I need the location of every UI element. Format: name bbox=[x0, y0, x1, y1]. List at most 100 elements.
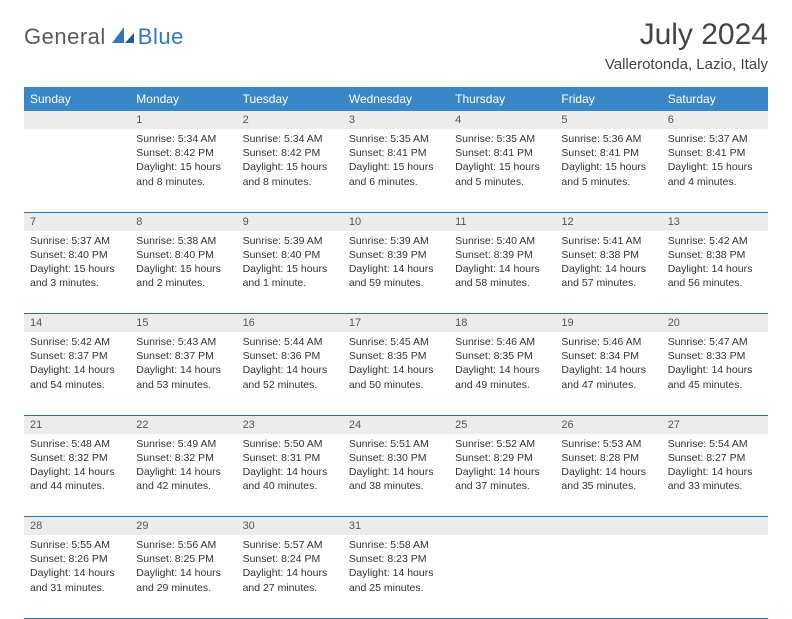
calendar-body: 123456Sunrise: 5:34 AMSunset: 8:42 PMDay… bbox=[24, 111, 768, 618]
sunrise-line: Sunrise: 5:34 AM bbox=[136, 132, 230, 146]
day-content-row: Sunrise: 5:34 AMSunset: 8:42 PMDaylight:… bbox=[24, 129, 768, 212]
day-content-cell: Sunrise: 5:40 AMSunset: 8:39 PMDaylight:… bbox=[449, 231, 555, 314]
sunset-line: Sunset: 8:28 PM bbox=[561, 451, 655, 465]
day-number-cell: 12 bbox=[555, 212, 661, 231]
sunset-line: Sunset: 8:38 PM bbox=[668, 248, 762, 262]
day-details: Sunrise: 5:47 AMSunset: 8:33 PMDaylight:… bbox=[662, 332, 768, 398]
day-content-cell: Sunrise: 5:37 AMSunset: 8:40 PMDaylight:… bbox=[24, 231, 130, 314]
logo-sail-icon bbox=[110, 25, 136, 50]
day-details: Sunrise: 5:44 AMSunset: 8:36 PMDaylight:… bbox=[237, 332, 343, 398]
day-details: Sunrise: 5:54 AMSunset: 8:27 PMDaylight:… bbox=[662, 434, 768, 500]
day-details: Sunrise: 5:45 AMSunset: 8:35 PMDaylight:… bbox=[343, 332, 449, 398]
sunrise-line: Sunrise: 5:39 AM bbox=[243, 234, 337, 248]
day-details: Sunrise: 5:37 AMSunset: 8:40 PMDaylight:… bbox=[24, 231, 130, 297]
weekday-header: Tuesday bbox=[237, 87, 343, 111]
day-details: Sunrise: 5:34 AMSunset: 8:42 PMDaylight:… bbox=[130, 129, 236, 195]
day-details: Sunrise: 5:57 AMSunset: 8:24 PMDaylight:… bbox=[237, 535, 343, 601]
day-number-cell: 16 bbox=[237, 314, 343, 333]
daylight-line: Daylight: 14 hours and 49 minutes. bbox=[455, 363, 549, 391]
day-content-cell: Sunrise: 5:45 AMSunset: 8:35 PMDaylight:… bbox=[343, 332, 449, 415]
day-content-cell: Sunrise: 5:55 AMSunset: 8:26 PMDaylight:… bbox=[24, 535, 130, 618]
logo-text-blue: Blue bbox=[138, 24, 184, 50]
sunrise-line: Sunrise: 5:57 AM bbox=[243, 538, 337, 552]
calendar-thead: SundayMondayTuesdayWednesdayThursdayFrid… bbox=[24, 87, 768, 111]
day-content-cell: Sunrise: 5:42 AMSunset: 8:37 PMDaylight:… bbox=[24, 332, 130, 415]
day-content-cell: Sunrise: 5:42 AMSunset: 8:38 PMDaylight:… bbox=[662, 231, 768, 314]
day-details: Sunrise: 5:39 AMSunset: 8:40 PMDaylight:… bbox=[237, 231, 343, 297]
sunrise-line: Sunrise: 5:48 AM bbox=[30, 437, 124, 451]
daylight-line: Daylight: 14 hours and 25 minutes. bbox=[349, 566, 443, 594]
day-number-row: 78910111213 bbox=[24, 212, 768, 231]
sunrise-line: Sunrise: 5:34 AM bbox=[243, 132, 337, 146]
day-number-cell: 2 bbox=[237, 111, 343, 129]
day-number-cell bbox=[555, 517, 661, 536]
sunset-line: Sunset: 8:32 PM bbox=[136, 451, 230, 465]
day-number-cell: 11 bbox=[449, 212, 555, 231]
sunrise-line: Sunrise: 5:54 AM bbox=[668, 437, 762, 451]
day-number-cell: 17 bbox=[343, 314, 449, 333]
day-content-cell bbox=[449, 535, 555, 618]
day-details: Sunrise: 5:52 AMSunset: 8:29 PMDaylight:… bbox=[449, 434, 555, 500]
day-number-cell: 4 bbox=[449, 111, 555, 129]
sunrise-line: Sunrise: 5:49 AM bbox=[136, 437, 230, 451]
day-number-cell: 27 bbox=[662, 415, 768, 434]
sunset-line: Sunset: 8:30 PM bbox=[349, 451, 443, 465]
day-details: Sunrise: 5:38 AMSunset: 8:40 PMDaylight:… bbox=[130, 231, 236, 297]
day-content-cell: Sunrise: 5:53 AMSunset: 8:28 PMDaylight:… bbox=[555, 434, 661, 517]
day-number-cell: 28 bbox=[24, 517, 130, 536]
day-details: Sunrise: 5:49 AMSunset: 8:32 PMDaylight:… bbox=[130, 434, 236, 500]
day-number-cell bbox=[449, 517, 555, 536]
daylight-line: Daylight: 15 hours and 6 minutes. bbox=[349, 160, 443, 188]
sunset-line: Sunset: 8:39 PM bbox=[349, 248, 443, 262]
daylight-line: Daylight: 14 hours and 59 minutes. bbox=[349, 262, 443, 290]
sunset-line: Sunset: 8:42 PM bbox=[136, 146, 230, 160]
day-details: Sunrise: 5:58 AMSunset: 8:23 PMDaylight:… bbox=[343, 535, 449, 601]
day-number-row: 14151617181920 bbox=[24, 314, 768, 333]
sunrise-line: Sunrise: 5:46 AM bbox=[455, 335, 549, 349]
weekday-header: Friday bbox=[555, 87, 661, 111]
day-content-cell: Sunrise: 5:52 AMSunset: 8:29 PMDaylight:… bbox=[449, 434, 555, 517]
sunset-line: Sunset: 8:41 PM bbox=[668, 146, 762, 160]
logo-text-general: General bbox=[24, 24, 106, 50]
sunrise-line: Sunrise: 5:52 AM bbox=[455, 437, 549, 451]
day-details: Sunrise: 5:42 AMSunset: 8:37 PMDaylight:… bbox=[24, 332, 130, 398]
daylight-line: Daylight: 15 hours and 8 minutes. bbox=[243, 160, 337, 188]
day-number-cell: 23 bbox=[237, 415, 343, 434]
sunrise-line: Sunrise: 5:40 AM bbox=[455, 234, 549, 248]
day-number-cell: 18 bbox=[449, 314, 555, 333]
sunrise-line: Sunrise: 5:41 AM bbox=[561, 234, 655, 248]
sunset-line: Sunset: 8:37 PM bbox=[136, 349, 230, 363]
daylight-line: Daylight: 14 hours and 50 minutes. bbox=[349, 363, 443, 391]
sunset-line: Sunset: 8:40 PM bbox=[30, 248, 124, 262]
day-number-row: 123456 bbox=[24, 111, 768, 129]
daylight-line: Daylight: 14 hours and 31 minutes. bbox=[30, 566, 124, 594]
day-details: Sunrise: 5:39 AMSunset: 8:39 PMDaylight:… bbox=[343, 231, 449, 297]
day-details: Sunrise: 5:56 AMSunset: 8:25 PMDaylight:… bbox=[130, 535, 236, 601]
day-content-cell bbox=[555, 535, 661, 618]
daylight-line: Daylight: 14 hours and 57 minutes. bbox=[561, 262, 655, 290]
day-details: Sunrise: 5:43 AMSunset: 8:37 PMDaylight:… bbox=[130, 332, 236, 398]
daylight-line: Daylight: 14 hours and 27 minutes. bbox=[243, 566, 337, 594]
day-content-cell: Sunrise: 5:51 AMSunset: 8:30 PMDaylight:… bbox=[343, 434, 449, 517]
sunset-line: Sunset: 8:39 PM bbox=[455, 248, 549, 262]
daylight-line: Daylight: 15 hours and 8 minutes. bbox=[136, 160, 230, 188]
sunrise-line: Sunrise: 5:53 AM bbox=[561, 437, 655, 451]
day-content-cell: Sunrise: 5:38 AMSunset: 8:40 PMDaylight:… bbox=[130, 231, 236, 314]
day-number-cell: 29 bbox=[130, 517, 236, 536]
day-content-cell: Sunrise: 5:57 AMSunset: 8:24 PMDaylight:… bbox=[237, 535, 343, 618]
day-details: Sunrise: 5:46 AMSunset: 8:34 PMDaylight:… bbox=[555, 332, 661, 398]
sunrise-line: Sunrise: 5:38 AM bbox=[136, 234, 230, 248]
day-content-row: Sunrise: 5:37 AMSunset: 8:40 PMDaylight:… bbox=[24, 231, 768, 314]
sunset-line: Sunset: 8:29 PM bbox=[455, 451, 549, 465]
sunrise-line: Sunrise: 5:39 AM bbox=[349, 234, 443, 248]
day-details: Sunrise: 5:40 AMSunset: 8:39 PMDaylight:… bbox=[449, 231, 555, 297]
sunrise-line: Sunrise: 5:42 AM bbox=[30, 335, 124, 349]
day-number-cell: 8 bbox=[130, 212, 236, 231]
day-details: Sunrise: 5:42 AMSunset: 8:38 PMDaylight:… bbox=[662, 231, 768, 297]
sunset-line: Sunset: 8:27 PM bbox=[668, 451, 762, 465]
day-details: Sunrise: 5:41 AMSunset: 8:38 PMDaylight:… bbox=[555, 231, 661, 297]
day-content-cell: Sunrise: 5:50 AMSunset: 8:31 PMDaylight:… bbox=[237, 434, 343, 517]
sunset-line: Sunset: 8:41 PM bbox=[561, 146, 655, 160]
day-details: Sunrise: 5:35 AMSunset: 8:41 PMDaylight:… bbox=[343, 129, 449, 195]
day-number-cell: 19 bbox=[555, 314, 661, 333]
